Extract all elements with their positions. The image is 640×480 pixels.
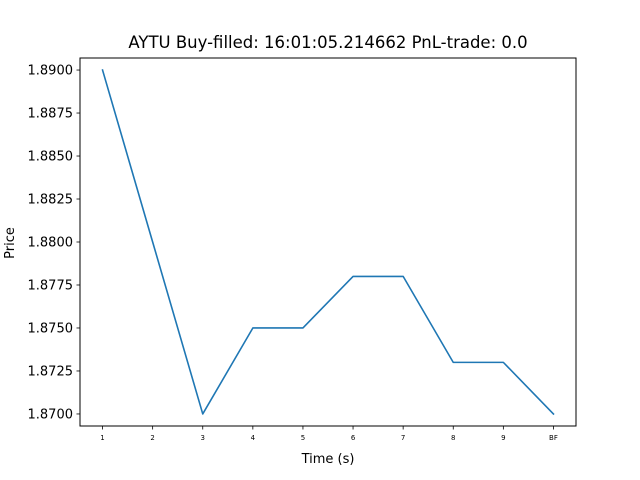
- plot-area: 1 2 3 4 5 6 7 8 9 BF 1.8700 1.8725 1.8750 1.8775 1.880…: [28, 57, 577, 442]
- y-tick-label: 1.8750: [28, 321, 74, 336]
- y-tick-label: 1.8725: [28, 364, 74, 379]
- chart-title: AYTU Buy-filled: 16:01:05.214662 PnL-tra…: [128, 33, 527, 52]
- y-tick-label: 1.8800: [28, 236, 74, 251]
- x-axis-label: Time (s): [301, 452, 355, 467]
- x-tick-label: BF: [549, 434, 558, 442]
- series-line-0: [101, 69, 555, 416]
- x-tick-label: 9: [501, 434, 505, 442]
- x-tick-label: 1: [100, 434, 104, 442]
- y-tick-label: 1.8775: [28, 278, 74, 293]
- y-tick-label: 1.8825: [28, 193, 74, 208]
- y-tick-label: 1.8850: [28, 150, 74, 165]
- y-axis-label: Price: [3, 227, 18, 259]
- y-tick-label: 1.8900: [28, 64, 74, 79]
- y-tick-label: 1.8700: [28, 407, 74, 422]
- x-tick-label: 7: [401, 434, 405, 442]
- x-tick-label: 5: [301, 434, 305, 442]
- x-tick-label: 8: [451, 434, 455, 442]
- y-tick-label: 1.8875: [28, 107, 74, 122]
- x-tick-label: 4: [251, 434, 256, 442]
- x-tick-label: 2: [150, 434, 154, 442]
- x-tick-label: 6: [351, 434, 356, 442]
- x-tick-label: 3: [201, 434, 205, 442]
